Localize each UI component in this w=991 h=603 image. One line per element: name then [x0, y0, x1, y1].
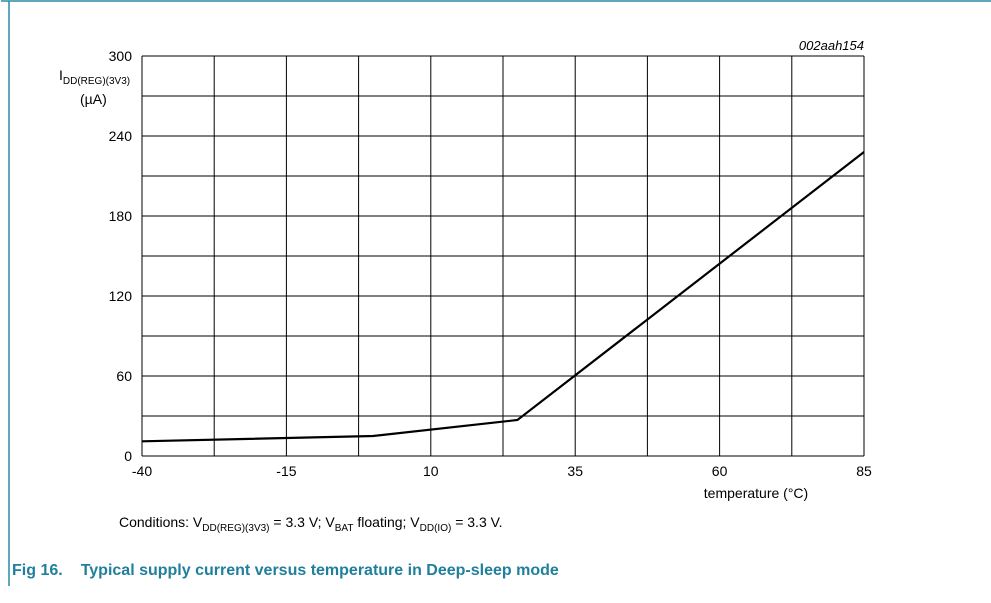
x-tick-label: -40 [132, 463, 152, 479]
y-label-main: I [59, 67, 63, 83]
y-tick-label: 300 [109, 48, 133, 64]
caption-text: Typical supply current versus temperatur… [81, 562, 559, 579]
x-tick-label: -15 [276, 463, 296, 479]
conditions-subscript: BAT [335, 523, 354, 534]
x-tick-label: 85 [856, 463, 872, 479]
y-axis-unit: (µA) [80, 91, 107, 107]
conditions-text: floating; V [353, 514, 420, 530]
caption-number: Fig 16. [12, 562, 63, 579]
y-tick-label: 180 [109, 208, 133, 224]
conditions-text: Conditions: V [119, 514, 203, 530]
y-tick-label: 240 [109, 128, 133, 144]
x-tick-label: 35 [567, 463, 583, 479]
y-tick-label: 60 [116, 368, 132, 384]
x-axis-label: temperature (°C) [704, 485, 808, 501]
y-tick-label: 120 [109, 288, 133, 304]
conditions-subscript: DD(REG)(3V3) [202, 523, 269, 534]
conditions: Conditions: VDD(REG)(3V3) = 3.3 V; VBAT … [119, 514, 503, 534]
conditions-text: = 3.3 V. [451, 514, 502, 530]
y-axis-label: IDD(REG)(3V3) [59, 67, 130, 87]
conditions-text: = 3.3 V; V [270, 514, 336, 530]
chart-id: 002aah154 [799, 38, 864, 53]
y-tick-label: 0 [124, 448, 132, 464]
caption: Fig 16. Typical supply current versus tem… [12, 562, 559, 579]
conditions-subscript: DD(IO) [420, 523, 452, 534]
x-tick-label: 60 [712, 463, 728, 479]
data-line [141, 151, 865, 443]
x-tick-label: 10 [423, 463, 439, 479]
y-label-sub: DD(REG)(3V3) [63, 76, 130, 87]
